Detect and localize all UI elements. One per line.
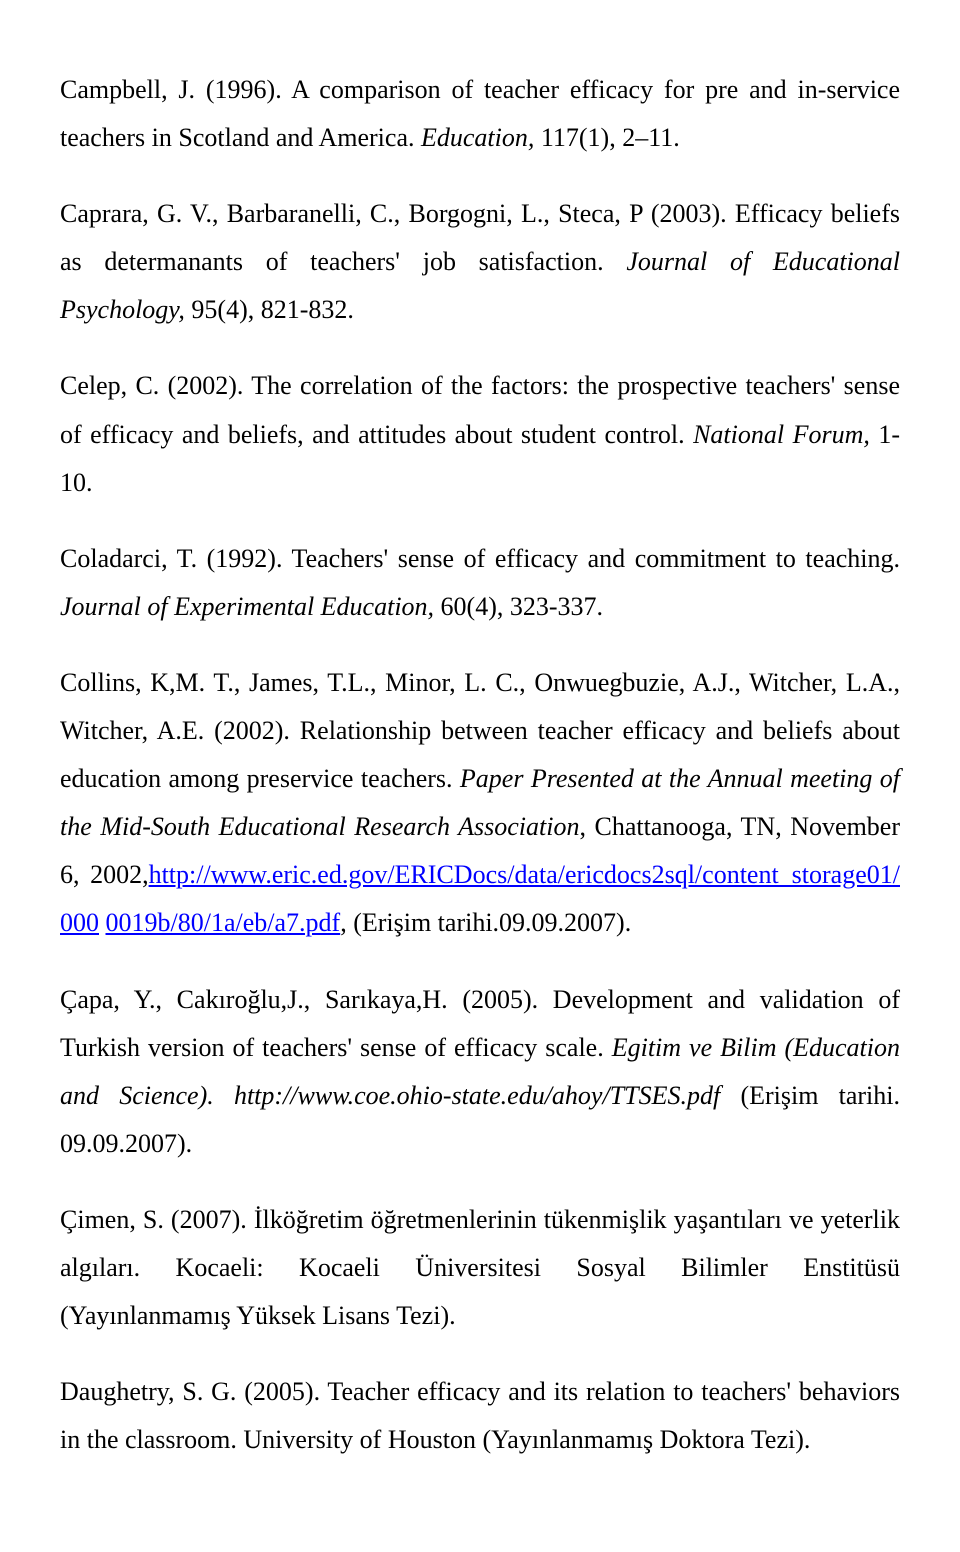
reference-source: National Forum,	[693, 420, 878, 449]
reference-text: Coladarci, T. (1992). Teachers' sense of…	[60, 544, 900, 573]
references-page: Campbell, J. (1996). A comparison of tea…	[0, 0, 960, 1552]
reference-item: Collins, K,M. T., James, T.L., Minor, L.…	[60, 659, 900, 948]
reference-item: Caprara, G. V., Barbaranelli, C., Borgog…	[60, 190, 900, 334]
reference-locator: 95(4), 821-832.	[191, 295, 353, 324]
reference-locator: 60(4), 323-337.	[441, 592, 603, 621]
reference-item: Celep, C. (2002). The correlation of the…	[60, 362, 900, 506]
reference-item: Daughetry, S. G. (2005). Teacher efficac…	[60, 1368, 900, 1464]
reference-item: Coladarci, T. (1992). Teachers' sense of…	[60, 535, 900, 631]
reference-source: Journal of Experimental Education,	[60, 592, 441, 621]
reference-link[interactable]: 0019b/80/1a/eb/a7.pdf	[106, 908, 341, 937]
reference-item: Campbell, J. (1996). A comparison of tea…	[60, 66, 900, 162]
reference-item: Çapa, Y., Cakıroğlu,J., Sarıkaya,H. (200…	[60, 976, 900, 1168]
reference-item: Çimen, S. (2007). İlköğretim öğretmenler…	[60, 1196, 900, 1340]
reference-text: , (Erişim tarihi.09.09.2007).	[340, 908, 631, 937]
reference-source: Education,	[421, 123, 541, 152]
reference-locator: 117(1), 2–11.	[541, 123, 680, 152]
reference-text: Çimen, S. (2007). İlköğretim öğretmenler…	[60, 1205, 900, 1330]
reference-text: Daughetry, S. G. (2005). Teacher efficac…	[60, 1377, 900, 1454]
reference-url: http://www.coe.ohio-state.edu/ahoy/TTSES…	[234, 1081, 720, 1110]
